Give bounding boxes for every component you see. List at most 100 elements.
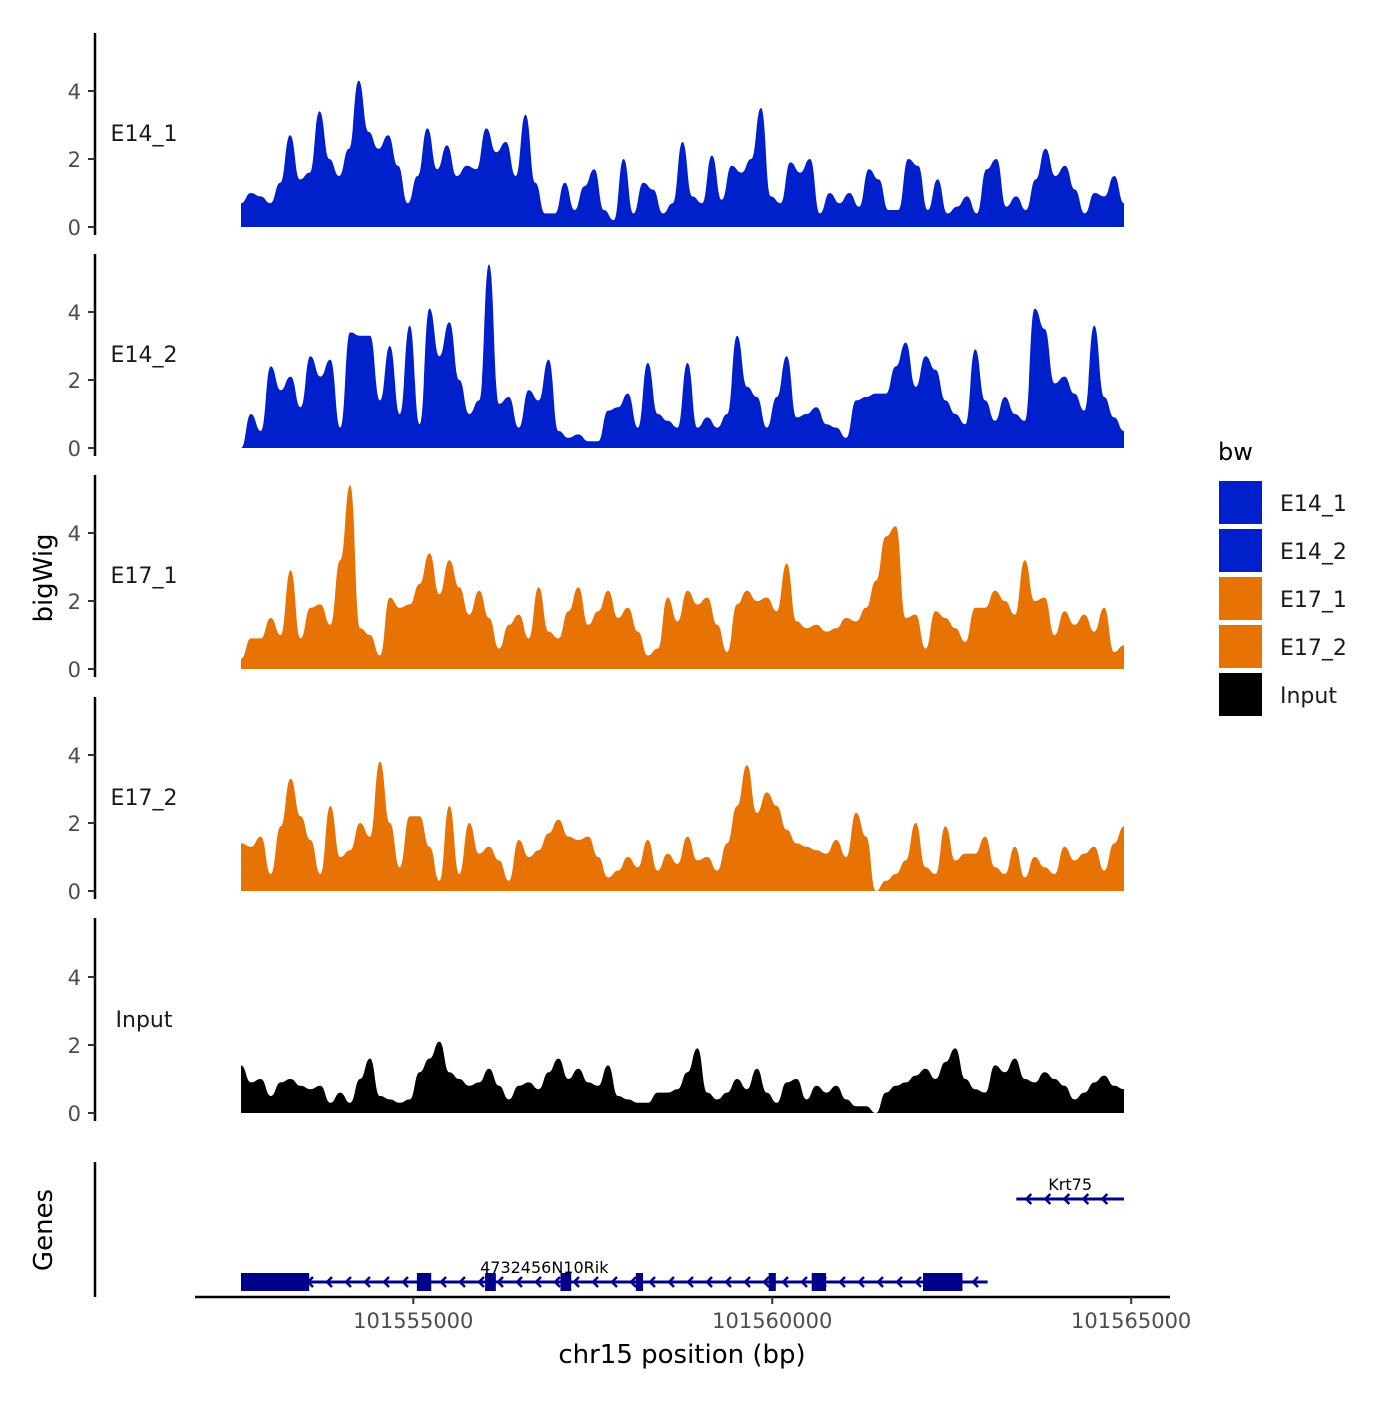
exon xyxy=(635,1273,644,1291)
legend-key xyxy=(1217,671,1264,718)
legend-item-input: Input xyxy=(1217,671,1337,718)
strand-arrow xyxy=(914,1276,922,1288)
y-tick-label: 0 xyxy=(68,1102,81,1126)
strand-arrow xyxy=(325,1276,333,1288)
strand-arrow xyxy=(515,1276,523,1288)
strand-arrow xyxy=(781,1276,789,1288)
track-e14-2: 0 2 4 E14_2 xyxy=(68,254,1124,461)
legend-label: E17_1 xyxy=(1280,588,1347,613)
y-tick-label: 0 xyxy=(68,880,81,904)
strand-arrow xyxy=(800,1276,808,1288)
signal-area xyxy=(241,264,1124,448)
gene-track: 4732456N10Rik Krt75 xyxy=(93,1162,1124,1297)
genes-axis-title: Genes xyxy=(29,1189,59,1271)
strand-arrow xyxy=(572,1276,580,1288)
signal-tracks: 0 2 4 E14_1 0 2 4 E14_2 0 2 4 E17_1 0 2 4 E17_2 0 2 4 Input xyxy=(68,33,1124,1126)
exon xyxy=(416,1273,432,1291)
exon xyxy=(560,1273,572,1291)
strand-arrow xyxy=(496,1276,504,1288)
y-tick-label: 4 xyxy=(68,80,81,104)
legend-item-e14-2: E14_2 xyxy=(1217,527,1347,574)
strand-arrow xyxy=(629,1276,637,1288)
y-tick-label: 4 xyxy=(68,522,81,546)
x-tick-label: 101565000 xyxy=(1071,1309,1191,1333)
strand-arrow xyxy=(1043,1193,1052,1205)
y-tick-label: 4 xyxy=(68,744,81,768)
track-input: 0 2 4 Input xyxy=(68,918,1124,1126)
strand-arrow xyxy=(591,1276,599,1288)
x-tick-label: 101555000 xyxy=(353,1309,473,1333)
strand-arrow xyxy=(895,1276,903,1288)
signal-area xyxy=(241,80,1124,227)
legend: E14_1 E14_2 E17_1 E17_2 Input xyxy=(1217,479,1347,718)
gene-4732456n10rik: 4732456N10Rik xyxy=(241,1258,988,1291)
y-tick-label: 0 xyxy=(68,658,81,682)
legend-title: bw xyxy=(1218,438,1253,466)
legend-label: E17_2 xyxy=(1280,636,1347,661)
x-tick-label: 101560000 xyxy=(712,1309,832,1333)
signal-area xyxy=(241,1041,1124,1113)
strand-arrow xyxy=(401,1276,409,1288)
legend-key xyxy=(1217,575,1264,622)
y-tick-label: 2 xyxy=(68,812,81,836)
legend-key xyxy=(1217,479,1264,526)
x-axis-title: chr15 position (bp) xyxy=(558,1340,805,1370)
y-tick-label: 2 xyxy=(68,148,81,172)
track-label: E14_1 xyxy=(111,122,178,147)
legend-item-e14-1: E14_1 xyxy=(1217,479,1347,526)
y-tick-label: 4 xyxy=(68,301,81,325)
strand-arrow xyxy=(876,1276,884,1288)
strand-arrow xyxy=(743,1276,751,1288)
legend-label: Input xyxy=(1280,684,1337,709)
gene-name-label: 4732456N10Rik xyxy=(480,1258,609,1277)
track-e14-1: 0 2 4 E14_1 xyxy=(68,33,1124,240)
strand-arrow xyxy=(724,1276,732,1288)
strand-arrow xyxy=(1081,1193,1090,1205)
y-axis-title: bigWig xyxy=(29,533,59,622)
strand-arrow xyxy=(838,1276,846,1288)
strand-arrow xyxy=(553,1276,561,1288)
track-label: E17_2 xyxy=(111,786,178,811)
signal-area xyxy=(241,761,1124,891)
track-label: Input xyxy=(116,1008,173,1033)
strand-arrow xyxy=(439,1276,447,1288)
strand-arrow xyxy=(610,1276,618,1288)
strand-arrow xyxy=(1024,1193,1033,1205)
strand-arrow xyxy=(534,1276,542,1288)
strand-arrow xyxy=(705,1276,713,1288)
y-tick-label: 0 xyxy=(68,216,81,240)
strand-arrow xyxy=(1062,1193,1071,1205)
exon xyxy=(768,1273,776,1291)
legend-key xyxy=(1217,623,1264,670)
strand-arrow xyxy=(857,1276,865,1288)
legend-label: E14_1 xyxy=(1280,492,1347,517)
legend-key xyxy=(1217,527,1264,574)
strand-arrow xyxy=(477,1276,485,1288)
strand-arrow xyxy=(382,1276,390,1288)
track-label: E17_1 xyxy=(111,564,178,589)
y-tick-label: 2 xyxy=(68,590,81,614)
track-e17-1: 0 2 4 E17_1 xyxy=(68,475,1124,682)
strand-arrow xyxy=(363,1276,371,1288)
strand-arrow xyxy=(648,1276,656,1288)
strand-arrow xyxy=(667,1276,675,1288)
strand-arrow xyxy=(686,1276,694,1288)
strand-arrow xyxy=(762,1276,770,1288)
exon xyxy=(241,1273,310,1291)
legend-item-e17-1: E17_1 xyxy=(1217,575,1347,622)
x-axis: 101555000 101560000 101565000 xyxy=(195,1295,1191,1333)
exon xyxy=(922,1273,963,1291)
y-tick-label: 0 xyxy=(68,437,81,461)
legend-label: E14_2 xyxy=(1280,540,1347,565)
y-tick-label: 4 xyxy=(68,966,81,990)
signal-area xyxy=(241,485,1124,669)
y-tick-label: 2 xyxy=(68,1034,81,1058)
strand-arrow xyxy=(971,1276,979,1288)
legend-item-e17-2: E17_2 xyxy=(1217,623,1347,670)
exon xyxy=(485,1273,496,1291)
y-tick-label: 2 xyxy=(68,369,81,393)
exon xyxy=(811,1273,827,1291)
strand-arrow xyxy=(344,1276,352,1288)
